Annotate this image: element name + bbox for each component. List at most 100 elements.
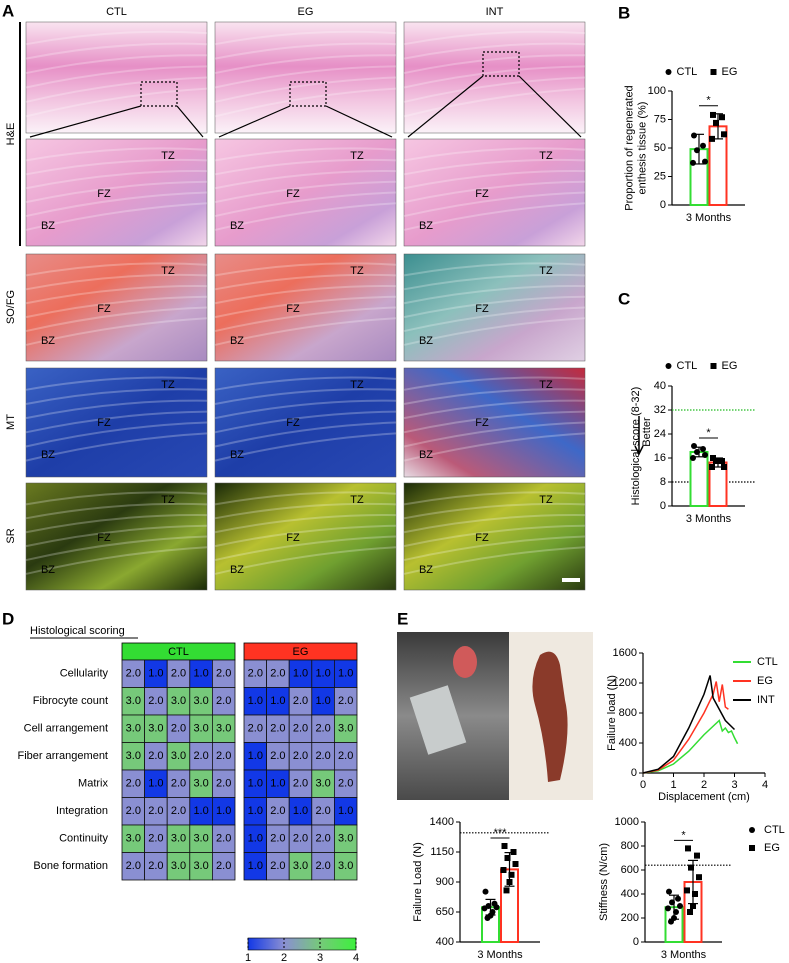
tissue-texture [403,491,586,506]
histology-image [214,253,397,362]
tissue-texture [25,295,208,319]
row-label: H&E [5,123,17,146]
panel-label: D [2,609,14,628]
zone-label: TZ [161,379,175,391]
tissue-texture [25,191,208,218]
cell-label: 1.0 [293,668,308,680]
tissue-texture [214,87,397,118]
y-tick-label: 1150 [430,846,454,858]
row-label: Fiber arrangement [18,750,109,762]
tissue-texture [214,410,397,434]
cell-label: 2.0 [248,723,263,735]
tissue-texture [214,273,397,291]
tissue-texture [25,147,208,162]
zone-label: FZ [475,417,489,429]
tissue-texture [25,158,208,176]
row-label: Continuity [59,833,108,845]
group-label: EG [293,646,309,658]
tissue-texture [25,202,208,231]
zoom-arrow [325,105,393,138]
tissue-texture [25,306,208,333]
histology-image [214,138,397,247]
cell-label: 2.0 [293,750,308,762]
zone-label: FZ [97,532,111,544]
point [721,131,727,138]
point [694,449,700,455]
tissue-texture [214,30,397,46]
row-label: SO/FG [5,290,17,324]
cell-label: 2.0 [171,778,186,790]
cell-label: 2.0 [148,805,163,817]
tissue-texture [214,147,397,162]
cell-label: 3.0 [338,860,353,872]
tissue-texture [25,273,208,291]
tissue-texture [403,317,586,346]
tissue-texture [214,421,397,448]
tissue-texture [214,202,397,231]
histology-image [25,138,208,247]
cell-label: 3.0 [171,750,186,762]
panel-label: C [618,289,630,308]
cell-label: 2.0 [126,805,141,817]
point [673,909,679,915]
point [692,891,698,897]
point [702,452,708,458]
cell-label: 2.0 [148,860,163,872]
point [702,158,708,165]
zone-label: BZ [230,564,244,576]
photo-clamp [409,685,467,755]
cell-label: 2.0 [216,778,231,790]
cell-label: 2.0 [338,695,353,707]
tissue-texture [214,42,397,60]
cell-label: 2.0 [293,833,308,845]
line-series [642,681,729,774]
point [690,455,696,461]
point [690,159,696,166]
zone-label: FZ [475,532,489,544]
zone-label: TZ [161,494,175,506]
row-label: SR [5,528,17,543]
x-tick-label: 3 Months [686,212,732,224]
tissue-texture [214,502,397,520]
cell-label: 3.0 [126,750,141,762]
y-tick-label: 650 [436,906,454,918]
histology-image [25,253,208,362]
y-axis-label: Failure Load (N) [412,842,424,921]
cell-label: 2.0 [171,805,186,817]
cell-label: 2.0 [216,860,231,872]
point [512,861,519,867]
zone-label: TZ [350,150,364,162]
tissue-texture [403,191,586,218]
tissue-texture [214,306,397,333]
point [684,887,690,894]
tissue-texture [25,376,208,391]
cell-label: 2.0 [270,805,285,817]
cell-label: 2.0 [193,750,208,762]
zone-label: TZ [539,265,553,277]
y-tick-label: 900 [436,876,454,888]
legend-marker [710,363,717,369]
cell-label: 3.0 [171,833,186,845]
tissue-texture [403,42,586,60]
colorbar-tick-label: 2 [281,952,287,963]
zone-label: TZ [539,379,553,391]
tissue-texture [214,170,397,190]
cell-label: 2.0 [315,833,330,845]
tissue-texture [214,295,397,319]
tissue-texture [214,65,397,89]
y-tick-label: 16 [654,452,666,464]
x-tick-label: 3 Months [477,949,523,961]
point [709,464,715,470]
zone-label: BZ [41,335,55,347]
legend-label: EG [757,675,773,687]
y-tick-label: 0 [631,767,637,779]
line-series [642,719,739,774]
x-tick-label: 4 [762,779,768,791]
y-tick-label: 800 [619,707,637,719]
cell-label: 2.0 [171,668,186,680]
point [696,874,702,881]
y-tick-label: 800 [621,840,639,852]
zone-label: FZ [286,188,300,200]
cell-label: 2.0 [270,833,285,845]
